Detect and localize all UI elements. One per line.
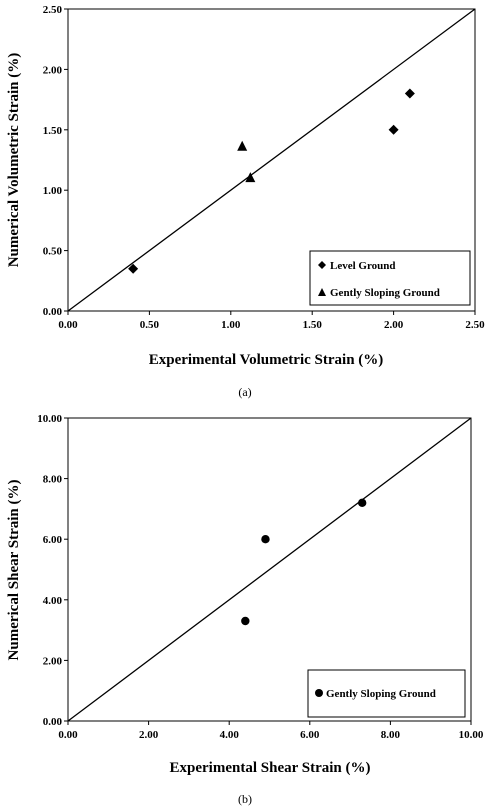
legend-triangle-marker xyxy=(318,288,326,296)
chart-b: 0.000.00 2.00 2.00 4.00 4.00 6.00 6.00 8.00 8.00… xyxy=(6,413,484,806)
chart-b-y-axis-title: Numerical Shear Strain (%) xyxy=(6,480,22,661)
data-point-diamond xyxy=(128,263,139,274)
chart-a-one-to-one-line xyxy=(67,8,476,312)
chart-a-y-tick-label: 1.50 xyxy=(43,125,63,137)
data-point-triangle xyxy=(237,140,248,151)
chart-a-x-tick-label: 0.50 xyxy=(140,319,160,331)
chart-b-legend-label-gently-sloping: Gently Sloping Ground xyxy=(326,688,436,700)
chart-a-ticks: 0.000.00 0.50 0.50 1.00 1.00 1.50 1.50 2.00 2.00… xyxy=(43,4,485,331)
legend-diamond-marker xyxy=(318,261,326,269)
legend-circle-marker xyxy=(315,689,323,697)
chart-b-reference-line xyxy=(67,417,472,722)
data-point-triangle xyxy=(245,172,256,183)
chart-b-x-tick-label: 6.00 xyxy=(300,729,320,741)
chart-a: 0.000.00 0.50 0.50 1.00 1.00 1.50 1.50 2.00 2.00… xyxy=(6,4,485,399)
chart-a-x-tick-label: 0.00 xyxy=(58,319,78,331)
chart-b-x-axis-title: Experimental Shear Strain (%) xyxy=(170,760,371,776)
chart-b-x-tick-label: 2.00 xyxy=(139,729,159,741)
data-point-diamond xyxy=(388,124,399,135)
chart-b-y-tick-label: 8.00 xyxy=(43,474,63,486)
chart-b-x-tick-label: 8.00 xyxy=(381,729,401,741)
chart-b-caption: (b) xyxy=(238,792,252,806)
chart-b-points xyxy=(241,498,367,626)
chart-a-x-tick-label: 2.50 xyxy=(465,319,485,331)
chart-a-x-tick-label: 1.50 xyxy=(303,319,323,331)
chart-b-legend-box xyxy=(307,669,466,718)
data-point-circle xyxy=(261,535,270,544)
chart-a-legend-label-gently-sloping: Gently Sloping Ground xyxy=(330,287,440,299)
chart-a-y-tick-label: 0.00 xyxy=(43,306,63,318)
chart-b-y-tick-label: 0.00 xyxy=(43,716,63,728)
chart-b-legend: Gently Sloping Ground xyxy=(307,669,466,718)
chart-b-y-tick-label: 4.00 xyxy=(43,595,63,607)
chart-a-y-tick-label: 1.00 xyxy=(43,185,63,197)
chart-a-y-axis-title: Numerical Volumetric Strain (%) xyxy=(6,53,22,268)
chart-a-points xyxy=(128,88,415,274)
data-point-circle xyxy=(241,616,250,626)
chart-a-x-tick-label: 2.00 xyxy=(384,319,404,331)
chart-b-one-to-one-line xyxy=(67,417,472,722)
chart-a-y-tick-label: 0.50 xyxy=(43,246,63,258)
chart-a-legend-box xyxy=(309,250,471,306)
chart-a-legend-label-level-ground: Level Ground xyxy=(330,260,396,272)
chart-b-y-tick-label: 6.00 xyxy=(43,534,63,546)
chart-a-y-tick-label: 2.50 xyxy=(43,4,63,16)
chart-a-x-tick-label: 1.00 xyxy=(221,319,241,331)
chart-b-plot-area xyxy=(67,417,472,722)
data-point-diamond xyxy=(404,88,415,99)
chart-b-x-tick-label: 10.00 xyxy=(459,729,484,741)
chart-a-legend: Level Ground Gently Sloping Ground xyxy=(309,250,471,306)
chart-b-y-tick-label: 2.00 xyxy=(43,655,63,667)
chart-a-reference-line xyxy=(67,8,476,312)
chart-b-ticks: 0.000.00 2.00 2.00 4.00 4.00 6.00 6.00 8.00 8.00… xyxy=(37,413,484,741)
chart-a-x-axis-title: Experimental Volumetric Strain (%) xyxy=(149,352,384,368)
chart-a-caption: (a) xyxy=(238,385,251,399)
chart-a-plot-area xyxy=(67,8,476,312)
chart-b-x-tick-label: 4.00 xyxy=(220,729,240,741)
chart-b-y-tick-label: 10.00 xyxy=(37,413,62,425)
chart-b-x-tick-label: 0.00 xyxy=(58,729,78,741)
data-point-circle xyxy=(357,498,367,508)
chart-a-y-tick-label: 2.00 xyxy=(43,64,63,76)
